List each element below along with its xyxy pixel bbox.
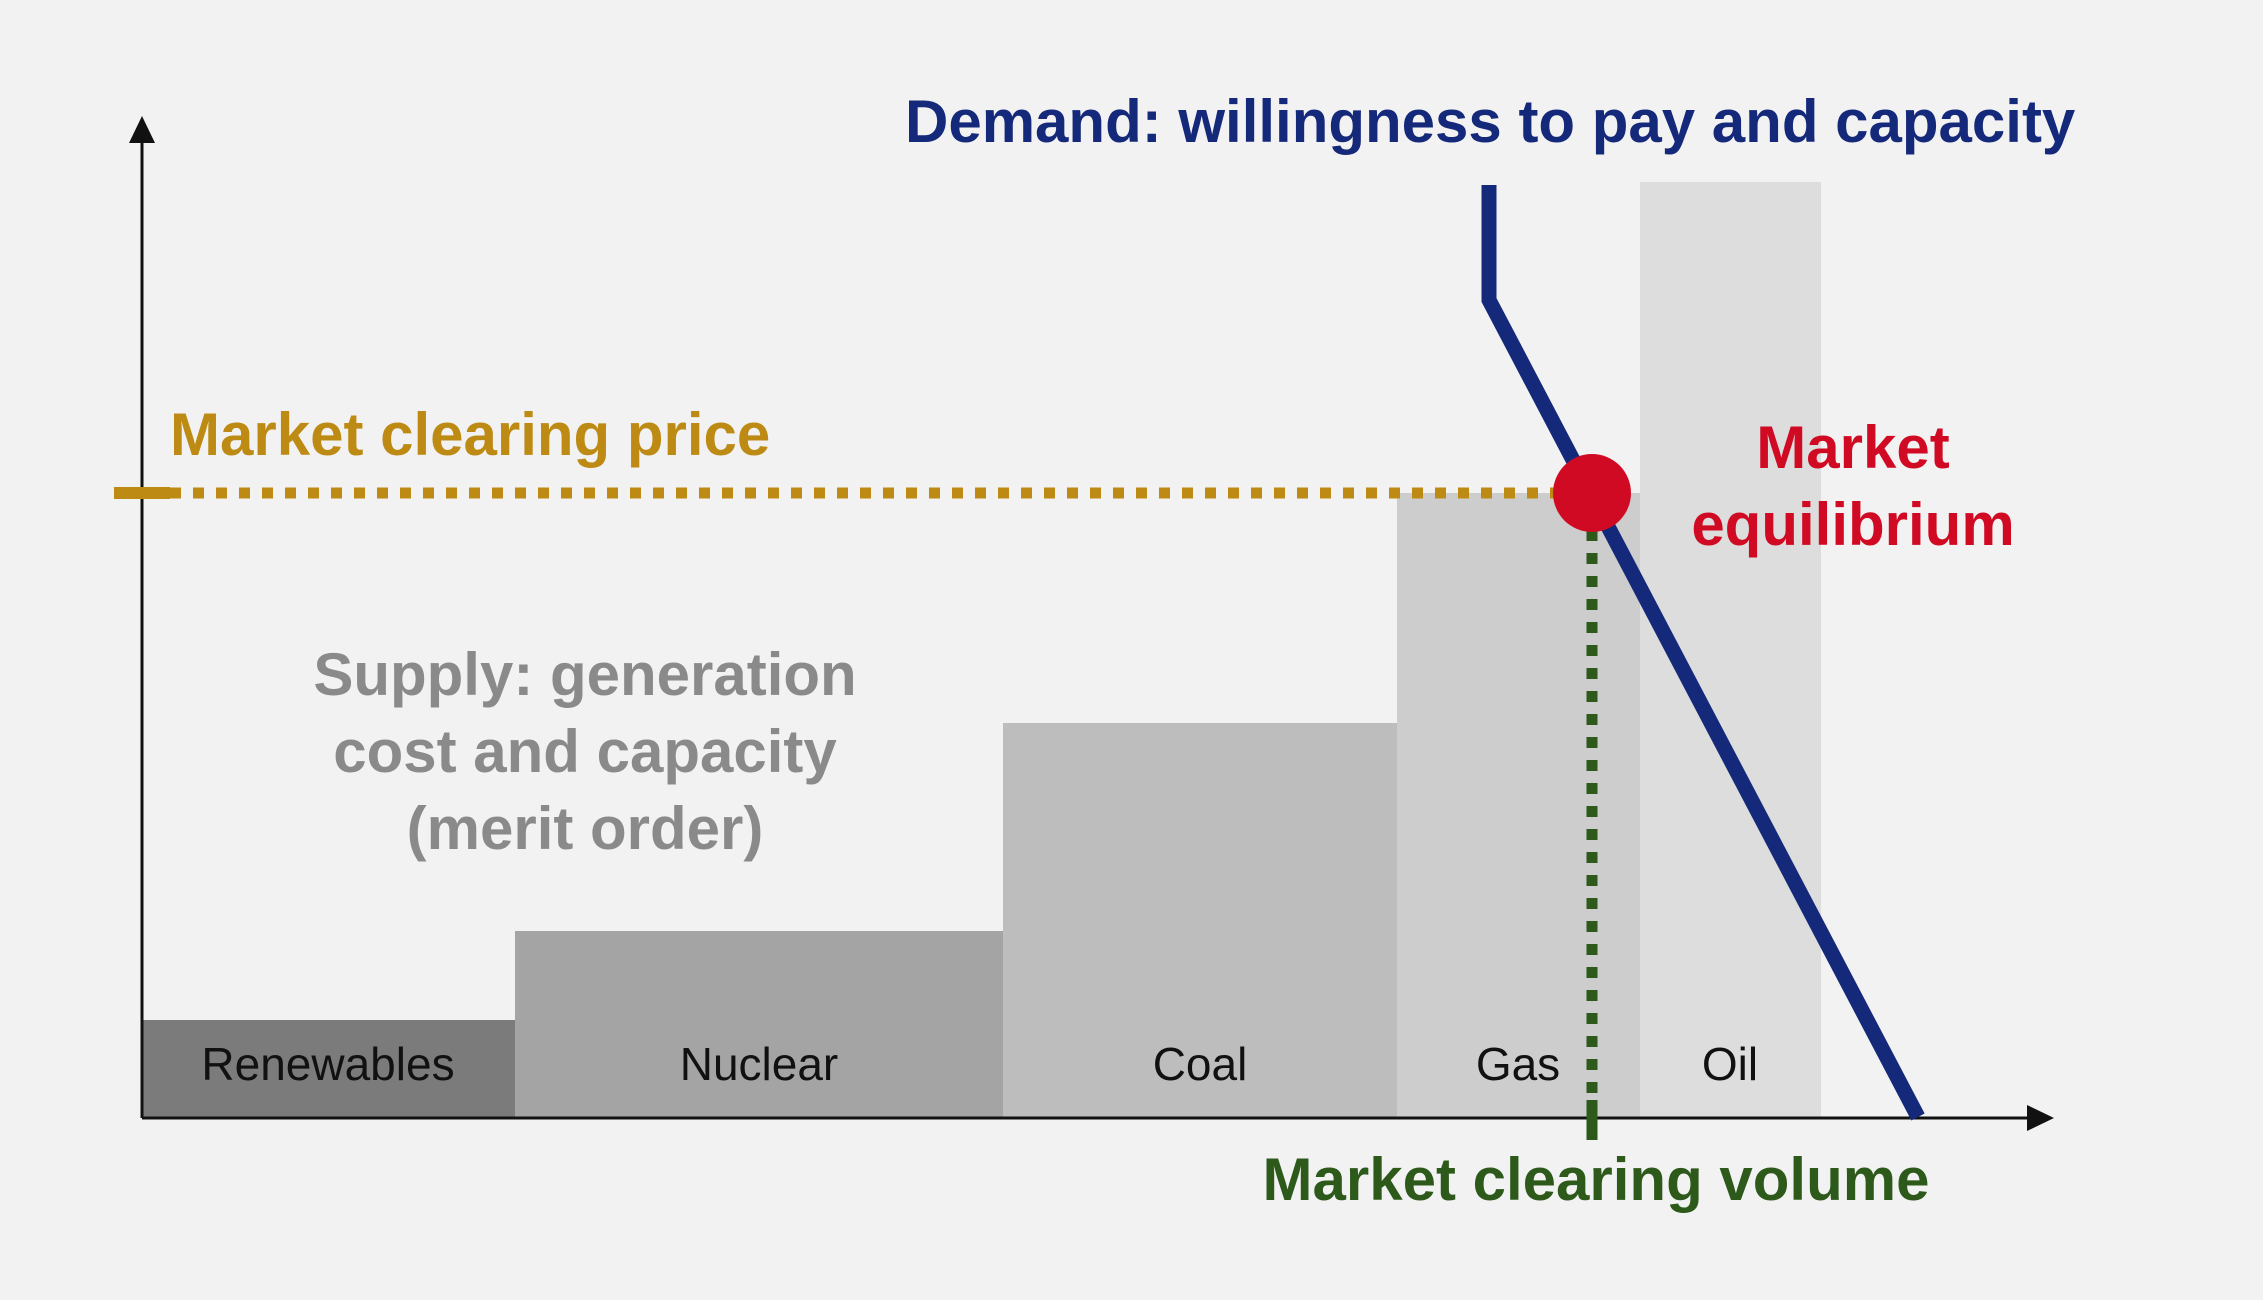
supply-block-gas: [1397, 493, 1640, 1117]
supply-label-line1: Supply: generation: [313, 641, 856, 708]
equilibrium-label-line2: equilibrium: [1691, 491, 2014, 558]
block-label-coal: Coal: [1153, 1038, 1248, 1090]
supply-block-nuclear: [515, 931, 1003, 1117]
volume-label: Market clearing volume: [1263, 1146, 1930, 1213]
demand-label: Demand: willingness to pay and capacity: [905, 88, 2076, 155]
price-label: Market clearing price: [170, 401, 770, 468]
block-label-nuclear: Nuclear: [680, 1038, 839, 1090]
block-label-renewables: Renewables: [201, 1038, 454, 1090]
block-label-gas: Gas: [1476, 1038, 1560, 1090]
equilibrium-point: [1553, 454, 1631, 532]
x-axis-arrow: [2027, 1105, 2054, 1131]
equilibrium-label-line1: Market: [1756, 414, 1949, 481]
block-label-oil: Oil: [1702, 1038, 1758, 1090]
supply-block-coal: [1003, 723, 1397, 1117]
supply-label-line2: cost and capacity: [333, 718, 837, 785]
supply-label-line3: (merit order): [407, 795, 764, 862]
y-axis-arrow: [129, 116, 155, 143]
demand-curve: [1481, 185, 1925, 1121]
supply-block-renewables: [142, 1020, 515, 1117]
